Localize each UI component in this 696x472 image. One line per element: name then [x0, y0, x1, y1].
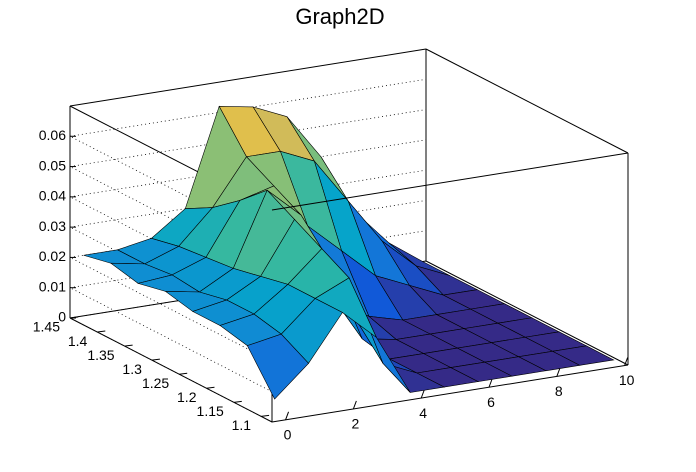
- x-tick: [420, 389, 425, 399]
- frame-edge: [69, 317, 273, 423]
- y-tick-label: 1.2: [177, 389, 197, 405]
- y-tick: [151, 358, 160, 361]
- frame-edge: [425, 48, 629, 154]
- x-tick: [352, 400, 357, 410]
- x-tick-label: 10: [619, 372, 635, 388]
- y-tick: [179, 372, 188, 375]
- x-tick: [285, 411, 290, 421]
- z-tick-label: 0.04: [39, 188, 66, 204]
- x-tick-label: 4: [419, 405, 427, 421]
- y-tick: [233, 400, 242, 403]
- x-tick: [556, 368, 561, 377]
- z-tick-label: 0.02: [39, 248, 66, 264]
- y-tick-label: 1.4: [68, 333, 88, 349]
- z-tick-label: 0.06: [39, 127, 66, 143]
- x-tick-label: 6: [487, 394, 495, 410]
- y-tick: [261, 414, 270, 417]
- y-tick: [97, 330, 106, 333]
- y-tick: [124, 344, 133, 347]
- y-tick-label: 1.15: [197, 403, 224, 419]
- z-tick-label: 0.05: [39, 157, 66, 173]
- z-tick-label: 0.01: [39, 278, 66, 294]
- x-tick-label: 0: [284, 427, 292, 443]
- frame-edge: [425, 260, 629, 366]
- frame-edge: [69, 48, 427, 107]
- z-tick-label: 0: [58, 309, 66, 325]
- chart-title: Graph2D: [295, 4, 384, 29]
- x-tick: [624, 357, 629, 366]
- y-tick-label: 1.35: [87, 347, 114, 363]
- y-tick-label: 1.1: [232, 417, 252, 433]
- y-tick: [206, 386, 215, 389]
- frame-edge: [271, 364, 629, 423]
- x-tick-label: 2: [351, 416, 359, 432]
- x-tick-label: 8: [555, 383, 563, 399]
- x-tick: [488, 379, 493, 388]
- y-tick: [69, 316, 79, 319]
- y-tick-label: 1.25: [142, 375, 169, 391]
- z-tick-label: 0.03: [39, 218, 66, 234]
- y-tick-label: 1.45: [33, 319, 60, 335]
- surface-cell: [246, 333, 309, 400]
- y-tick-label: 1.3: [122, 361, 142, 377]
- frame-edge: [271, 152, 629, 211]
